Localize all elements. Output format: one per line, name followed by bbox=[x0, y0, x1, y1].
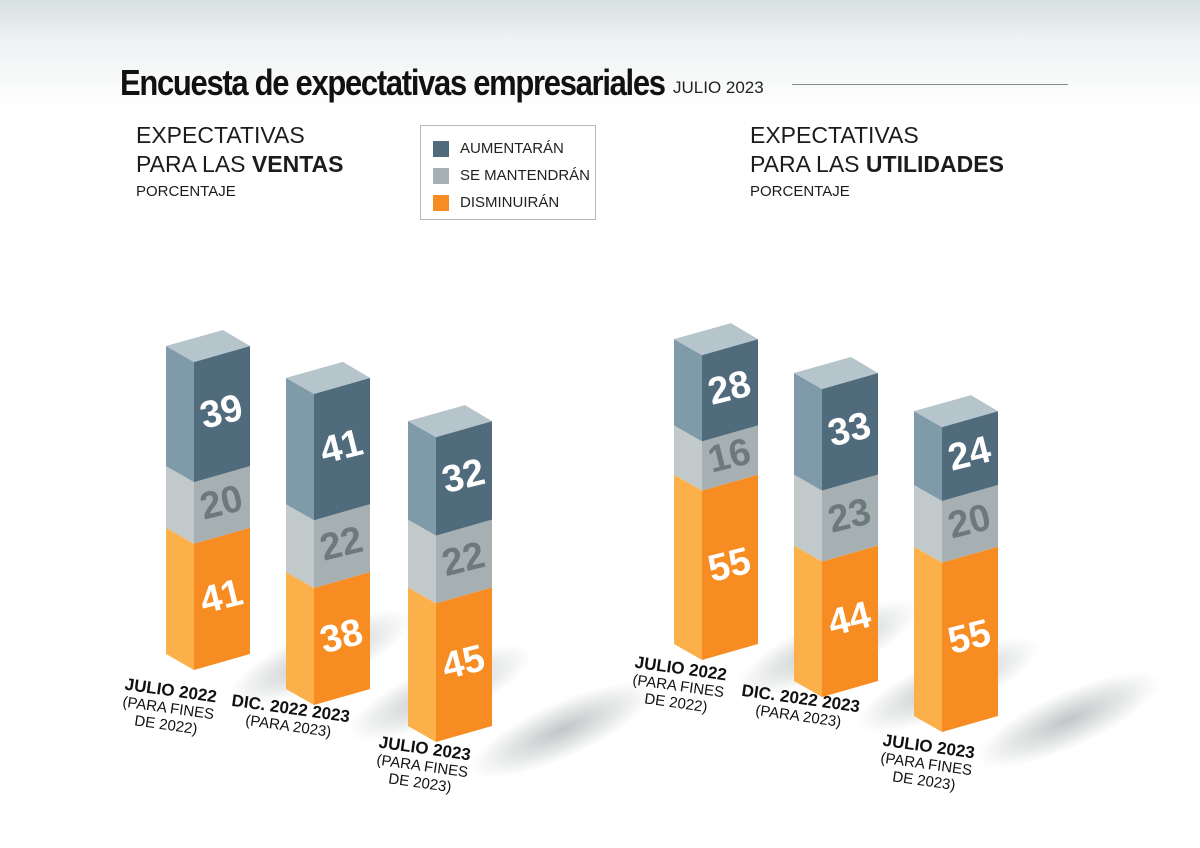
legend-label-aumentaran: AUMENTARÁN bbox=[460, 140, 564, 157]
legend-item-se-mantendran: SE MANTENDRÁN bbox=[433, 162, 595, 189]
bar-top-face bbox=[674, 323, 758, 356]
bar-value-disminuiran: 38 bbox=[316, 611, 367, 662]
bar-segment-aumentaran bbox=[702, 339, 758, 442]
bar-side-disminuiran bbox=[166, 527, 194, 670]
bar-value-se-mantendran: 23 bbox=[824, 491, 875, 542]
legend-item-disminuiran: DISMINUIRÁN bbox=[433, 189, 595, 216]
utilidades-unit-label: PORCENTAJE bbox=[750, 183, 850, 200]
bar-value-aumentaran: 41 bbox=[316, 422, 367, 473]
chart-header: Encuesta de expectativas empresariales J… bbox=[120, 62, 1070, 106]
bar-top-face bbox=[408, 405, 492, 438]
chart-legend: AUMENTARÁN SE MANTENDRÁN DISMINUIRÁN bbox=[420, 125, 596, 220]
bar-shadow bbox=[469, 681, 655, 779]
bar-segment-se-mantendran bbox=[942, 485, 998, 563]
bar-segment-se-mantendran bbox=[702, 425, 758, 491]
bar-side-disminuiran bbox=[794, 545, 822, 697]
bar-side-se-mantendran bbox=[408, 519, 436, 604]
bar-segment-se-mantendran bbox=[822, 474, 878, 562]
bar-side-se-mantendran bbox=[286, 504, 314, 588]
ventas-panel-heading: EXPECTATIVAS PARA LAS VENTAS PORCENTAJE bbox=[136, 121, 344, 200]
ventas-unit-label: PORCENTAJE bbox=[136, 183, 236, 200]
bar-side-se-mantendran bbox=[914, 485, 942, 563]
bar-segment-disminuiran bbox=[942, 546, 998, 732]
bar-side-aumentaran bbox=[408, 421, 436, 536]
bar-segment-disminuiran bbox=[822, 545, 878, 697]
bar-segment-disminuiran bbox=[194, 527, 250, 670]
utilidades-heading-line2: PARA LAS UTILIDADES bbox=[750, 150, 1004, 179]
bar-value-disminuiran: 45 bbox=[438, 637, 489, 688]
utilidades-heading-line1: EXPECTATIVAS bbox=[750, 122, 919, 148]
ventas-heading-line1: EXPECTATIVAS bbox=[136, 122, 305, 148]
bar-value-aumentaran: 39 bbox=[196, 387, 247, 438]
legend-item-aumentaran: AUMENTARÁN bbox=[433, 135, 595, 162]
bar-side-aumentaran bbox=[674, 339, 702, 442]
bar-segment-aumentaran bbox=[436, 421, 492, 536]
bar-value-disminuiran: 55 bbox=[704, 540, 755, 591]
bar-value-se-mantendran: 22 bbox=[438, 534, 489, 585]
bar-top-face bbox=[286, 361, 370, 394]
ventas-heading-bold: VENTAS bbox=[251, 151, 344, 177]
utilidades-heading-prefix: PARA LAS bbox=[750, 151, 866, 177]
legend-swatch-disminuiran bbox=[433, 194, 449, 211]
bar-side-disminuiran bbox=[286, 571, 314, 705]
bar-segment-aumentaran bbox=[942, 411, 998, 501]
bar-segment-aumentaran bbox=[314, 377, 370, 521]
title-divider bbox=[792, 84, 1068, 85]
bar-segment-se-mantendran bbox=[194, 466, 250, 544]
bar-value-se-mantendran: 20 bbox=[944, 496, 995, 547]
ventas-heading-line2: PARA LAS VENTAS bbox=[136, 150, 344, 179]
bar-value-aumentaran: 33 bbox=[824, 404, 875, 455]
bar-side-aumentaran bbox=[286, 377, 314, 521]
ventas-heading-prefix: PARA LAS bbox=[136, 151, 252, 177]
bar-segment-aumentaran bbox=[822, 373, 878, 491]
bar-segment-disminuiran bbox=[314, 571, 370, 705]
bar-side-disminuiran bbox=[408, 587, 436, 742]
legend-label-se-mantendran: SE MANTENDRÁN bbox=[460, 167, 591, 184]
bar-segment-disminuiran bbox=[436, 587, 492, 742]
bar-value-aumentaran: 24 bbox=[944, 429, 995, 480]
bar-segment-aumentaran bbox=[194, 346, 250, 483]
bar-side-aumentaran bbox=[914, 411, 942, 501]
bar-side-se-mantendran bbox=[794, 474, 822, 562]
bar-value-se-mantendran: 16 bbox=[704, 431, 755, 482]
bar-top-face bbox=[794, 357, 878, 389]
bar-side-disminuiran bbox=[674, 474, 702, 660]
bar-value-aumentaran: 32 bbox=[438, 451, 489, 502]
bar-group: 41 20 39 38 22 41 45 22 32 55 16 28 44 23 33 55 20 24 bbox=[166, 323, 998, 742]
bar-value-aumentaran: 28 bbox=[704, 363, 755, 414]
bar-side-disminuiran bbox=[914, 546, 942, 732]
bar-top-face bbox=[914, 395, 998, 428]
legend-swatch-se-mantendran bbox=[433, 167, 449, 184]
bar-value-se-mantendran: 20 bbox=[196, 478, 247, 529]
bar-segment-disminuiran bbox=[702, 474, 758, 660]
bar-side-aumentaran bbox=[794, 373, 822, 491]
bar-value-disminuiran: 41 bbox=[196, 571, 247, 622]
bar-side-se-mantendran bbox=[674, 425, 702, 491]
bar-top-face bbox=[166, 330, 250, 362]
bar-side-aumentaran bbox=[166, 346, 194, 483]
chart-title: Encuesta de expectativas empresariales bbox=[120, 62, 666, 103]
bar-side-se-mantendran bbox=[166, 466, 194, 544]
bar-value-disminuiran: 44 bbox=[824, 594, 875, 645]
bar-value-disminuiran: 55 bbox=[944, 612, 995, 663]
legend-label-disminuiran: DISMINUIRÁN bbox=[460, 194, 560, 211]
bar-value-se-mantendran: 22 bbox=[316, 519, 367, 570]
utilidades-panel-heading: EXPECTATIVAS PARA LAS UTILIDADES PORCENT… bbox=[750, 121, 1004, 200]
bar-segment-se-mantendran bbox=[314, 504, 370, 588]
utilidades-heading-bold: UTILIDADES bbox=[865, 151, 1004, 177]
legend-swatch-aumentaran bbox=[433, 140, 449, 157]
bar-segment-se-mantendran bbox=[436, 519, 492, 604]
chart-date: JULIO 2023 bbox=[673, 78, 764, 97]
bar-shadow bbox=[975, 671, 1161, 769]
